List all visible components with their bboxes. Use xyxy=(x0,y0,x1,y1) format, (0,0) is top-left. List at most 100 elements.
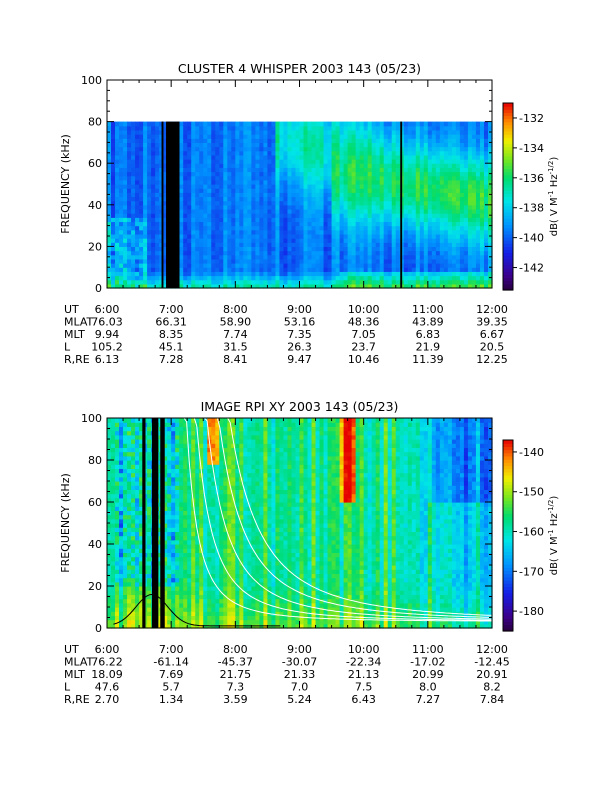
spectrogram-cell xyxy=(127,455,132,461)
spectrogram-cell xyxy=(323,138,329,143)
spectrogram-cell xyxy=(459,146,465,152)
spectrogram-cell xyxy=(251,213,256,218)
colorbar-segment xyxy=(503,212,513,216)
spectrogram-cell xyxy=(163,468,168,474)
spectrogram-cell xyxy=(115,238,120,243)
spectrogram-cell xyxy=(155,204,160,210)
spectrogram-cell xyxy=(155,208,160,214)
spectrogram-cell xyxy=(443,225,449,231)
spectrogram-cell xyxy=(431,179,437,185)
spectrogram-cell xyxy=(139,196,144,202)
spectrogram-cell xyxy=(167,527,172,532)
spectrogram-cell xyxy=(191,258,196,264)
spectrogram-cell xyxy=(263,242,269,247)
spectrogram-cell xyxy=(127,476,132,482)
spectrogram-cell xyxy=(123,275,128,281)
spectrogram-cell xyxy=(115,548,120,553)
spectrogram-cell xyxy=(419,167,425,173)
spectrogram-cell xyxy=(159,129,164,135)
spectrogram-cell xyxy=(163,184,168,189)
spectrogram-cell xyxy=(107,434,112,440)
spectrogram-cell xyxy=(131,573,136,579)
spectrogram-cell xyxy=(231,233,236,239)
spectrogram-cell xyxy=(211,188,216,193)
spectrogram-cell xyxy=(131,476,136,482)
spectrogram-cell xyxy=(323,221,329,227)
ephemeris-value: 20.5 xyxy=(480,341,505,354)
spectrogram-cell xyxy=(283,263,289,268)
spectrogram-cell xyxy=(375,146,381,152)
spectrogram-cell xyxy=(403,134,409,139)
spectrogram-cell xyxy=(387,192,393,198)
spectrogram-cell xyxy=(231,125,236,131)
spectrogram-cell xyxy=(311,229,317,235)
spectrogram-cell xyxy=(179,619,184,625)
spectrogram-cell xyxy=(311,159,317,164)
spectrogram-cell xyxy=(387,125,393,131)
spectrogram-cell xyxy=(407,283,413,289)
spectrogram-cell xyxy=(423,167,429,173)
spectrogram-cell xyxy=(379,134,385,139)
spectrogram-cell xyxy=(327,154,333,160)
spectrogram-cell xyxy=(351,154,357,160)
spectrogram-cell xyxy=(199,138,204,143)
spectrogram-cell xyxy=(391,196,397,202)
spectrogram-cell xyxy=(183,192,188,198)
spectrogram-cell xyxy=(251,258,256,264)
spectrogram-cell xyxy=(471,204,477,210)
spectrogram-cell xyxy=(251,125,256,131)
spectrogram-cell xyxy=(339,146,345,152)
spectrogram-cell xyxy=(487,221,493,227)
spectrogram-cell xyxy=(303,125,309,131)
spectrogram-cell xyxy=(355,283,361,289)
spectrogram-cell xyxy=(139,175,144,181)
spectrogram-cell xyxy=(435,175,441,181)
spectrogram-cell xyxy=(111,497,116,503)
spectrogram-cell xyxy=(411,225,417,231)
spectrogram-cell xyxy=(363,192,369,198)
spectrogram-cell xyxy=(111,602,116,608)
spectrogram-cell xyxy=(143,121,148,127)
spectrogram-cell xyxy=(195,146,200,152)
spectrogram-cell xyxy=(439,179,445,185)
spectrogram-cell xyxy=(427,258,433,264)
spectrogram-cell xyxy=(247,242,252,247)
spectrogram-cell xyxy=(419,154,425,160)
ephemeris-value: 7.28 xyxy=(159,353,184,366)
spectrogram-cell xyxy=(463,225,469,231)
spectrogram-cell xyxy=(483,275,489,281)
spectrogram-cell xyxy=(335,204,341,210)
spectrogram-cell xyxy=(335,188,341,193)
spectrogram-cell xyxy=(135,233,140,239)
spectrogram-cell xyxy=(147,167,152,173)
spectrogram-cell xyxy=(323,163,329,168)
colorbar-segment xyxy=(503,193,513,198)
spectrogram-cell xyxy=(423,192,429,198)
spectrogram-cell xyxy=(459,134,465,139)
spectrogram-cell xyxy=(383,188,389,193)
spectrogram-cell xyxy=(479,171,485,177)
spectrogram-cell xyxy=(135,443,140,448)
spectrogram-cell xyxy=(111,242,116,247)
spectrogram-cell xyxy=(151,204,156,210)
spectrogram-cell xyxy=(211,275,216,281)
spectrogram-cell xyxy=(251,150,256,156)
spectrogram-cell xyxy=(107,619,112,625)
spectrogram-cell xyxy=(267,146,273,152)
spectrogram-cell xyxy=(431,163,437,168)
spectrogram-cell xyxy=(459,229,465,235)
spectrogram-cell xyxy=(395,121,401,127)
spectrogram-cell xyxy=(411,159,417,164)
spectrogram-cell xyxy=(111,229,116,235)
spectrogram-cell xyxy=(139,485,144,490)
spectrogram-cell xyxy=(107,607,112,612)
spectrogram-cell xyxy=(423,184,429,189)
spectrogram-cell xyxy=(355,225,361,231)
spectrogram-cell xyxy=(191,221,196,227)
spectrogram-cell xyxy=(215,283,220,289)
spectrogram-cell xyxy=(211,229,216,235)
spectrogram-cell xyxy=(395,267,401,272)
spectrogram-cell xyxy=(187,184,192,189)
spectrogram-cell xyxy=(451,179,457,185)
spectrogram-cell xyxy=(455,121,461,127)
